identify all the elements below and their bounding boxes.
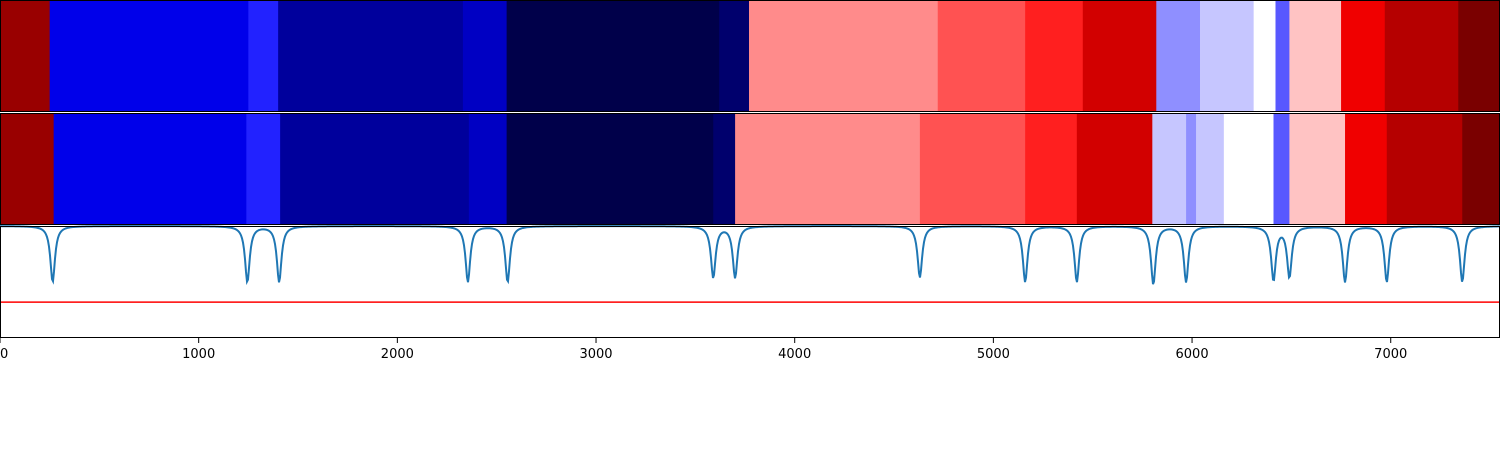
top-strip-segment-2: [248, 0, 279, 112]
top-strip-segment-7: [749, 0, 939, 112]
bottom-strip-segment-2: [246, 113, 281, 225]
top-strip-segment-14: [1275, 0, 1291, 112]
bottom-strip-segment-3: [280, 113, 470, 225]
top-strip-segment-4: [462, 0, 508, 112]
top-strip-segment-17: [1384, 0, 1459, 112]
top-strip-segment-8: [937, 0, 1026, 112]
top-strip-segment-3: [278, 0, 464, 112]
bottom-strip-segment-13: [1196, 113, 1225, 225]
top-strip-segment-11: [1156, 0, 1201, 112]
bottom-strip-segment-0: [0, 113, 55, 225]
top-strip-segment-9: [1025, 0, 1084, 112]
top-strip-segment-15: [1289, 0, 1342, 112]
bottom-strip-segment-4: [468, 113, 508, 225]
bottom-strip-segment-11: [1152, 113, 1187, 225]
x-tick-label-5: 5000: [977, 347, 1010, 362]
bottom-strip-segment-15: [1273, 113, 1291, 225]
bottom-strip-segment-7: [735, 113, 921, 225]
top-strip-segment-1: [49, 0, 249, 112]
bottom-strip-segment-12: [1186, 113, 1197, 225]
top-strip-segment-12: [1200, 0, 1255, 112]
bottom-strip-segment-9: [1025, 113, 1078, 225]
bottom-strip-segment-10: [1076, 113, 1153, 225]
bottom-strip-segment-18: [1386, 113, 1463, 225]
x-tick-label-0: 0: [0, 347, 8, 362]
heatmap-strip-bottom: [0, 113, 1500, 225]
line-panel: [0, 225, 1500, 303]
x-tick-label-2: 2000: [381, 347, 414, 362]
bottom-strip-segment-17: [1345, 113, 1388, 225]
bottom-strip-segment-5: [506, 113, 714, 225]
top-strip-segment-18: [1458, 0, 1500, 112]
x-tick-label-1: 1000: [182, 347, 215, 362]
bottom-strip-segment-19: [1462, 113, 1500, 225]
x-tick-label-6: 6000: [1176, 347, 1209, 362]
x-tick-label-7: 7000: [1374, 347, 1407, 362]
bottom-strip-segment-6: [713, 113, 736, 225]
heatmap-strip-top: [0, 0, 1500, 112]
bottom-strip-segment-1: [53, 113, 247, 225]
x-axis: 0 1000 2000 3000 4000 5000 6000 7000: [0, 338, 1407, 362]
top-strip-segment-16: [1341, 0, 1386, 112]
signal-line: [0, 225, 1500, 286]
top-strip-segment-13: [1253, 0, 1277, 112]
panel-frame-2: [0, 226, 1500, 338]
x-tick-label-3: 3000: [579, 347, 612, 362]
top-strip-segment-6: [719, 0, 750, 112]
x-tick-label-4: 4000: [778, 347, 811, 362]
top-strip-segment-5: [506, 0, 720, 112]
bottom-strip-segment-14: [1223, 113, 1275, 225]
bottom-strip-segment-16: [1289, 113, 1346, 225]
bottom-strip-segment-8: [919, 113, 1026, 225]
top-strip-segment-10: [1082, 0, 1157, 112]
top-strip-segment-0: [0, 0, 51, 112]
